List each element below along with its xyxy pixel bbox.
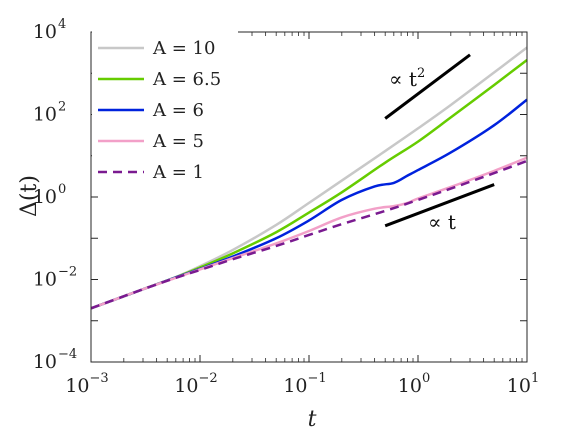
annotation-label-t: ∝ t	[428, 210, 456, 234]
legend-label-a-6: A = 6	[152, 100, 204, 121]
legend-label-a-5: A = 5	[152, 131, 204, 152]
x-axis-label: t	[308, 407, 317, 432]
annotation-layer: ∝ t2 ∝ t	[384, 53, 495, 234]
x-tick-label: 101	[507, 371, 539, 397]
y-tick-label: 100	[33, 182, 66, 208]
legend-label-a-1: A = 1	[152, 162, 204, 183]
y-tick-label: 10−4	[33, 347, 77, 373]
y-tick-label: 104	[33, 17, 66, 43]
x-tick-label: 10−1	[283, 371, 326, 397]
x-tick-label: 10−2	[174, 371, 217, 397]
y-axis-label: Δ(t)	[17, 175, 42, 217]
legend-label-a-6-5: A = 6.5	[152, 69, 221, 90]
legend-label-a-10: A = 10	[152, 38, 215, 59]
y-tick-label: 10−2	[33, 265, 77, 291]
annotation-label-t2: ∝ t2	[389, 66, 425, 91]
axes: 10−3 10−2 10−1 100 101 10−4 10−2 100 102 104	[33, 17, 539, 397]
annotation-slope-line-2	[384, 183, 495, 228]
legend-box	[92, 26, 238, 186]
x-tick-label: 100	[398, 371, 430, 397]
series-layer	[90, 46, 528, 310]
legend: A = 10 A = 6.5 A = 6 A = 5 A = 1	[92, 26, 238, 186]
series-line-a-1	[90, 159, 528, 310]
y-tick-label: 102	[33, 100, 66, 126]
x-tick-label: 10−3	[65, 371, 108, 397]
annotation-slope-line-1	[384, 53, 471, 120]
